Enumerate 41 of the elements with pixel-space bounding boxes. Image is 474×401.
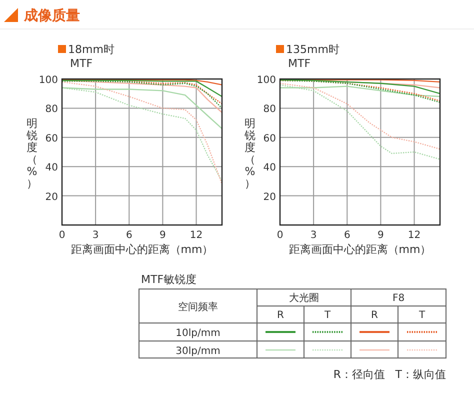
text: 成像质量 [23,7,80,24]
x-axis-title: 距离画面中心的距离（mm） [288,243,432,256]
text: T [323,310,332,321]
y-tick-label: 20 [45,192,58,203]
y-tick-label: 100 [256,75,276,86]
text: R：径向值 [333,368,385,381]
x-tick-label: 12 [408,230,421,241]
x-axis-title: 距离画面中心的距离（mm） [70,243,214,256]
x-tick-label: 9 [160,230,166,241]
text: 30lp/mm [176,346,220,357]
x-tick-label: 9 [378,230,384,241]
x-tick-label: 6 [344,230,350,241]
y-tick-label: 100 [38,75,58,86]
x-tick-label: 3 [310,230,317,241]
text: R [371,310,378,321]
x-tick-label: 12 [190,230,203,241]
x-tick-label: 3 [92,230,99,241]
y-tick-label: 80 [45,104,58,116]
text: T：纵向值 [394,368,446,381]
y-tick-label: 20 [263,192,276,203]
x-tick-label: 0 [276,230,284,241]
y-tick-label: 60 [263,133,276,144]
y-tick-label: 60 [45,133,58,144]
y-tick-label: 40 [45,162,58,174]
y-tick-label: 40 [263,162,276,174]
chart-title: 135mm时 [286,43,340,56]
x-tick-label: 0 [58,230,66,241]
x-tick-label: 6 [126,230,132,241]
text: T [418,310,426,321]
text: 大光圈 [289,292,319,304]
chart-subtitle: MTF [70,57,93,70]
text: R [277,310,284,321]
text: F8 [392,293,405,304]
text: MTF敏锐度 [141,273,197,286]
chart-title: 18mm时 [68,43,114,56]
text: 10lp/mm [176,328,220,339]
chart-subtitle: MTF [288,57,311,70]
text: 空间频率 [178,301,218,313]
y-tick-label: 80 [263,104,276,116]
y-axis-title: 明锐度（%） [26,117,38,190]
y-axis-title: 明锐度（%） [244,117,256,190]
